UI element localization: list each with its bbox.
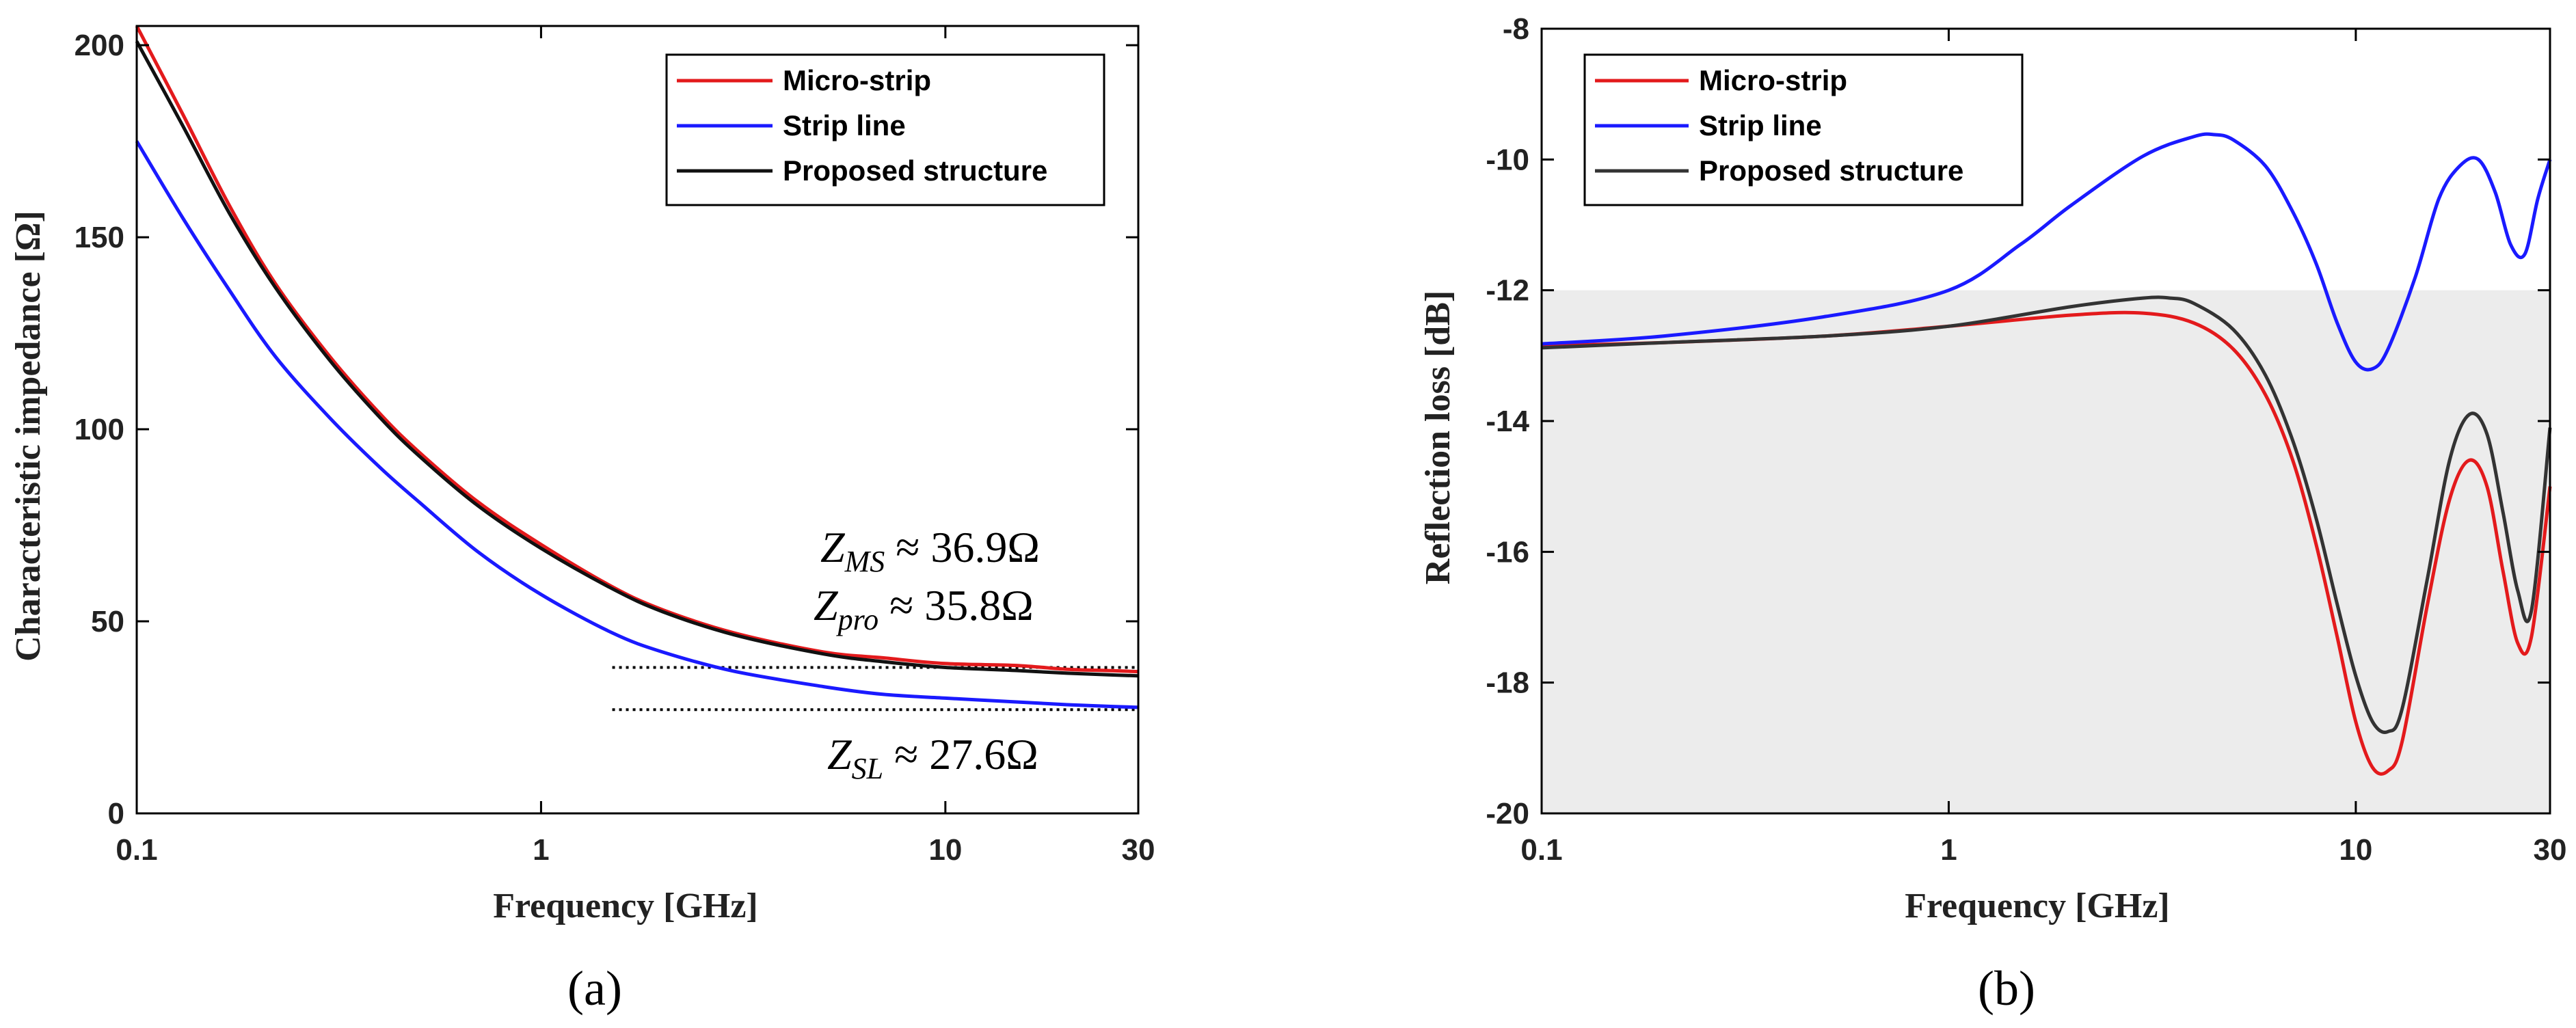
panel-b-y-tick-label: -14	[1486, 405, 1529, 438]
panel-a-x-tick-label: 10	[928, 833, 962, 867]
panel-a-axes	[135, 25, 1140, 815]
panel-b-y-tick-label: -10	[1486, 143, 1529, 176]
panel-a-ticks: 0.1 1 10 30 0 50 100 150 200	[75, 26, 1155, 867]
panel-b-y-axis-label: Reflection loss [dB]	[1419, 290, 1458, 584]
panel-a: 0.1 1 10 30 0 50 100 150 200 Frequency [GHz] Cha…	[9, 25, 1155, 1016]
panel-a-y-tick-label: 100	[75, 413, 124, 446]
panel-b-series	[1541, 132, 2552, 776]
panel-a-legend-label-proposed-structure: Proposed structure	[783, 154, 1047, 187]
panel-b-x-tick-label: 0.1	[1520, 833, 1562, 867]
panel-b-background	[1542, 290, 2550, 814]
panel-a-annotation-z-pro: Zpro ≈ 35.8Ω	[814, 581, 1034, 636]
panel-b-legend: Micro-strip Strip line Proposed structur…	[1583, 53, 2024, 206]
panel-a-legend-label-micro-strip: Micro-strip	[783, 64, 931, 96]
panel-a-series-proposed-structure	[135, 40, 1139, 678]
panel-b-series-proposed-structure	[1541, 295, 2552, 734]
panel-a-x-tick-label: 1	[533, 833, 549, 867]
panel-a-series	[135, 25, 1139, 709]
panel-b-y-tick-label: -8	[1503, 12, 1529, 46]
panel-a-caption: (a)	[567, 961, 622, 1016]
panel-b-series-strip-line	[1541, 132, 2552, 372]
panel-b-ticks: 0.1 1 10 30 -20 -18 -16 -14 -12 -10 -8	[1486, 12, 2566, 867]
panel-b-legend-label-strip-line: Strip line	[1699, 109, 1822, 141]
panel-a-y-tick-label: 200	[75, 29, 124, 62]
panel-a-annotation-z-sl: ZSL ≈ 27.6Ω	[827, 730, 1038, 785]
panel-b: 0.1 1 10 30 -20 -18 -16 -14 -12 -10 -8 Frequency […	[1419, 12, 2566, 1016]
panel-b-shaded-region	[1542, 290, 2550, 814]
panel-a-legend: Micro-strip Strip line Proposed structur…	[665, 53, 1105, 206]
panel-a-y-tick-label: 150	[75, 221, 124, 254]
panel-b-x-axis-label: Frequency [GHz]	[1905, 887, 2170, 925]
panel-b-x-tick-label: 10	[2339, 833, 2372, 867]
panel-b-legend-label-micro-strip: Micro-strip	[1699, 64, 1847, 96]
panel-b-legend-label-proposed-structure: Proposed structure	[1699, 154, 1963, 187]
panel-b-x-tick-label: 30	[2534, 833, 2567, 867]
panel-b-caption: (b)	[1978, 961, 2035, 1016]
panel-a-series-strip-line	[135, 140, 1139, 709]
panel-a-x-axis-label: Frequency [GHz]	[493, 887, 758, 925]
panel-b-y-tick-label: -16	[1486, 535, 1529, 569]
panel-a-y-axis-label: Characteristic impedance [Ω]	[9, 211, 48, 662]
panel-b-y-tick-label: -18	[1486, 666, 1529, 700]
panel-b-y-tick-label: -12	[1486, 274, 1529, 308]
panel-a-y-tick-label: 0	[108, 797, 124, 830]
panel-a-y-tick-label: 50	[91, 605, 124, 638]
panel-a-annotation-z-ms: ZMS ≈ 36.9Ω	[820, 523, 1040, 578]
panel-a-axes-frame	[135, 25, 1140, 815]
panel-a-x-tick-label: 30	[1122, 833, 1155, 867]
panel-a-x-tick-label: 0.1	[116, 833, 157, 867]
panel-b-y-tick-label: -20	[1486, 797, 1529, 830]
panel-a-legend-label-strip-line: Strip line	[783, 109, 906, 141]
panel-b-x-tick-label: 1	[1940, 833, 1957, 867]
panel-a-series-micro-strip	[135, 25, 1139, 674]
